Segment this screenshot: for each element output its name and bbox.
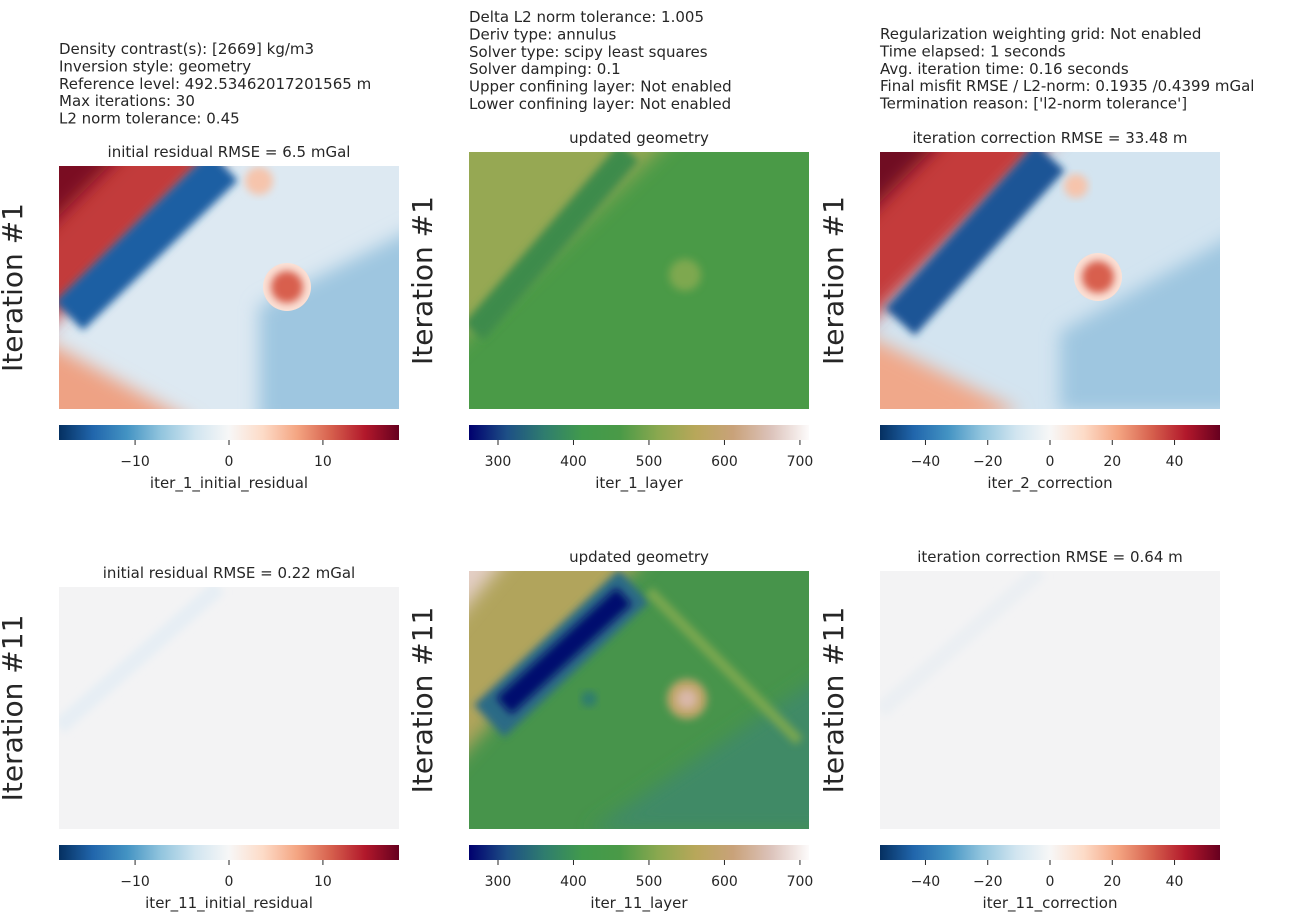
colorbar bbox=[59, 845, 399, 860]
info-text: Final misfit RMSE / L2-norm: 0.1935 /0.4… bbox=[880, 77, 1254, 95]
info-text: Max iterations: 30 bbox=[59, 92, 195, 110]
info-text: Density contrast(s): [2669] kg/m3 bbox=[59, 40, 314, 58]
tick-label: 20 bbox=[1103, 454, 1121, 470]
info-text: L2 norm tolerance: 0.45 bbox=[59, 110, 240, 128]
colorbar bbox=[469, 425, 809, 440]
colorbar-label: iter_2_correction bbox=[987, 474, 1112, 493]
tick-label: 700 bbox=[787, 454, 814, 470]
panel-title: initial residual RMSE = 6.5 mGal bbox=[108, 143, 351, 161]
heatmap-image bbox=[59, 166, 399, 409]
panel-title: iteration correction RMSE = 0.64 m bbox=[917, 548, 1183, 566]
info-text: Lower confining layer: Not enabled bbox=[469, 95, 731, 113]
heatmap-image bbox=[59, 587, 399, 829]
info-text: Avg. iteration time: 0.16 seconds bbox=[880, 60, 1129, 78]
panel-title: iteration correction RMSE = 33.48 m bbox=[912, 129, 1187, 147]
heatmap-image bbox=[880, 152, 1220, 409]
tick-label: −10 bbox=[120, 874, 150, 890]
tick-label: 10 bbox=[314, 874, 332, 890]
row-label: Iteration #11 bbox=[406, 607, 439, 794]
row-label: Iteration #1 bbox=[0, 203, 29, 372]
tick-label: 0 bbox=[225, 454, 234, 470]
colorbar-label: iter_11_layer bbox=[590, 894, 688, 913]
tick-label: −10 bbox=[120, 454, 150, 470]
tick-label: 700 bbox=[787, 874, 814, 890]
tick-label: 40 bbox=[1166, 874, 1184, 890]
tick-label: 600 bbox=[711, 454, 738, 470]
info-text: Solver damping: 0.1 bbox=[469, 60, 621, 78]
info-text: Reference level: 492.53462017201565 m bbox=[59, 75, 371, 93]
info-text: Termination reason: ['l2-norm tolerance'… bbox=[879, 95, 1187, 113]
colorbar bbox=[880, 425, 1220, 440]
tick-label: 10 bbox=[314, 454, 332, 470]
tick-label: 0 bbox=[225, 874, 234, 890]
info-text: Deriv type: annulus bbox=[469, 25, 616, 43]
heatmap-image bbox=[469, 571, 809, 829]
tick-label: −40 bbox=[911, 874, 941, 890]
colorbar-label: iter_11_initial_residual bbox=[145, 894, 313, 913]
info-text: Regularization weighting grid: Not enabl… bbox=[880, 25, 1201, 43]
info-text: Solver type: scipy least squares bbox=[469, 43, 708, 61]
info-text: Inversion style: geometry bbox=[59, 57, 251, 75]
heatmap-image bbox=[469, 152, 809, 409]
tick-label: −40 bbox=[911, 454, 941, 470]
tick-label: 400 bbox=[560, 454, 587, 470]
info-text: Upper confining layer: Not enabled bbox=[469, 78, 732, 96]
tick-label: 40 bbox=[1166, 454, 1184, 470]
panel-title: initial residual RMSE = 0.22 mGal bbox=[103, 564, 355, 582]
tick-label: 300 bbox=[485, 454, 512, 470]
tick-label: 0 bbox=[1046, 454, 1055, 470]
colorbar bbox=[880, 845, 1220, 860]
colorbar-label: iter_1_initial_residual bbox=[150, 474, 308, 493]
colorbar-label: iter_11_correction bbox=[983, 894, 1118, 913]
row-label: Iteration #1 bbox=[817, 196, 850, 365]
tick-label: 300 bbox=[485, 874, 512, 890]
tick-label: 500 bbox=[636, 874, 663, 890]
tick-label: 0 bbox=[1046, 874, 1055, 890]
tick-label: −20 bbox=[973, 874, 1003, 890]
tick-label: 20 bbox=[1103, 874, 1121, 890]
tick-label: 500 bbox=[636, 454, 663, 470]
row-label: Iteration #11 bbox=[817, 607, 850, 794]
info-text: Delta L2 norm tolerance: 1.005 bbox=[469, 8, 704, 26]
row-label: Iteration #11 bbox=[0, 615, 29, 802]
row-label: Iteration #1 bbox=[406, 196, 439, 365]
info-text: Time elapsed: 1 seconds bbox=[879, 42, 1066, 60]
tick-label: −20 bbox=[973, 454, 1003, 470]
tick-label: 600 bbox=[711, 874, 738, 890]
panel-title: updated geometry bbox=[569, 548, 709, 566]
panel-title: updated geometry bbox=[569, 129, 709, 147]
heatmap-image bbox=[880, 571, 1220, 829]
colorbar bbox=[59, 425, 399, 440]
colorbar bbox=[469, 845, 809, 860]
colorbar-label: iter_1_layer bbox=[595, 474, 683, 493]
tick-label: 400 bbox=[560, 874, 587, 890]
